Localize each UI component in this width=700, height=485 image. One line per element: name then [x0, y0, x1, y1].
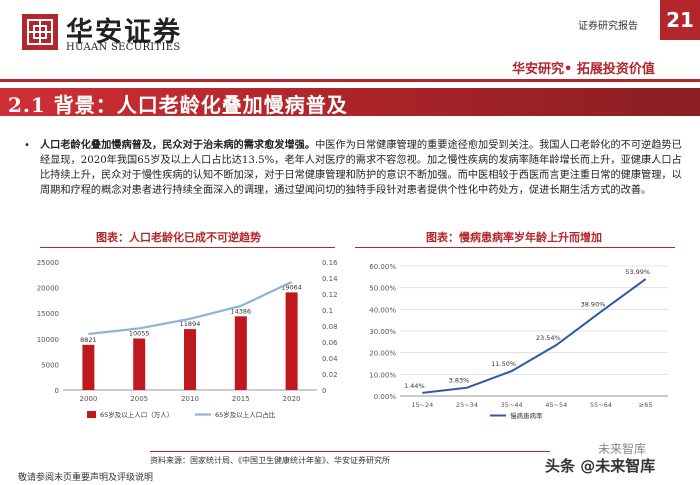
chart1-y-right-tick: 0: [322, 387, 326, 395]
page-number: 21: [660, 0, 700, 40]
chart1-y-right-tick: 0.08: [322, 323, 338, 331]
chart2-y-tick: 10.00%: [369, 371, 396, 379]
chart2-y-tick: 40.00%: [369, 306, 396, 314]
chart1-bar-label: 10055: [129, 330, 150, 338]
chart1-y-right-tick: 0.16: [322, 259, 338, 267]
chart2-point-label: 3.83%: [449, 377, 470, 385]
chart1-bar-label: 14386: [230, 307, 251, 315]
chart1-y-left-tick: 0: [55, 387, 59, 395]
chart2-x-tick: 35~44: [501, 401, 523, 409]
chart1-legend-line-label: 65岁及以上人口占比: [215, 410, 276, 419]
logo-emblem-icon: [27, 19, 53, 45]
chart2-x-tick: 55~64: [590, 401, 612, 409]
logo-emblem: [22, 14, 58, 50]
logo-english-name: HUAAN SECURITIES: [66, 42, 181, 53]
chart1-legend-bar-swatch: [87, 411, 96, 418]
chart1-ratio-line: [88, 281, 293, 336]
chart1-bar: [234, 316, 247, 390]
chart2-y-tick: 30.00%: [369, 328, 396, 336]
bullet-marker: •: [24, 140, 30, 151]
logo-chinese-name: 华安证券: [66, 17, 182, 48]
chart1-bar: [82, 344, 95, 390]
chart1-y-left-tick: 5000: [41, 361, 59, 369]
chart2-legend-label: 慢病患病率: [510, 411, 543, 420]
chart1-y-right-tick: 0.14: [322, 275, 338, 283]
chronic-disease-chart: 0.00% 10.00% 20.00% 30.00% 40.00% 50.00% 60.00…: [369, 263, 668, 420]
section-title-bar: [0, 88, 700, 116]
chart1-bar: [285, 292, 298, 390]
chart2-point-label: 11.50%: [491, 360, 516, 368]
chart2-title: 图表：慢病患病率岁年龄上升而增加: [426, 231, 602, 244]
chart1-bar: [133, 338, 146, 390]
chart1-y-right-tick: 0.04: [322, 355, 338, 363]
chart1-y-right-tick: 0.1: [322, 307, 333, 315]
chart1-x-tick: 2005: [130, 395, 148, 403]
disclaimer-text: 敬请参阅末页重要声明及评级说明: [18, 473, 154, 483]
chart1-y-right-tick: 0.02: [322, 371, 338, 379]
chart2-x-tick: 45~54: [545, 401, 567, 409]
chart2-x-tick: 25~34: [456, 401, 478, 409]
chart1-x-tick: 2000: [79, 395, 97, 403]
chart1-bar-label: 19064: [281, 283, 302, 291]
watermark-top: 未来智库: [598, 442, 647, 456]
chart2-y-tick: 0.00%: [374, 393, 397, 401]
chart2-point-label: 53.99%: [625, 268, 650, 276]
chart2-x-tick: ≥65: [639, 401, 653, 409]
chart1-legend-bar-label: 65岁及以上人口（万人）: [100, 410, 173, 419]
chart2-x-tick: 15~24: [411, 401, 433, 409]
chart2-point-label: 23.54%: [536, 334, 561, 342]
chart2-title-underline: [355, 247, 675, 248]
chart1-y-left-tick: 10000: [37, 336, 59, 344]
aging-population-chart: 0 5000 10000 15000 20000 25000 0 0.02 0.04 0.06 0.…: [37, 259, 338, 419]
chart2-point-label: 38.90%: [581, 301, 606, 309]
chart1-x-tick: 2020: [283, 395, 301, 403]
chart1-x-tick: 2010: [181, 395, 199, 403]
slogan: 华安研究• 拓展投资价值: [512, 62, 655, 77]
chart1-x-tick: 2015: [232, 395, 250, 403]
report-type-label: 证券研究报告: [578, 21, 638, 32]
header-divider: [0, 79, 700, 82]
chart1-y-right-tick: 0.12: [322, 291, 338, 299]
chart1-y-right-tick: 0.06: [322, 339, 338, 347]
source-divider: [150, 451, 550, 452]
chart1-title: 图表：人口老龄化已成不可逆趋势: [96, 231, 261, 244]
chart2-point-label: 1.44%: [404, 382, 425, 390]
chart1-title-underline: [40, 247, 335, 248]
source-note: 资料来源：国家统计局、《中国卫生健康统计年鉴》、华安证券研究所: [150, 456, 390, 465]
chart1-bar-label: 8821: [80, 336, 97, 344]
body-paragraph: 人口老龄化叠加慢病普及，民众对于治未病的需求愈发增强。中医作为日常健康管理的重要…: [40, 138, 685, 198]
chart1-bar-label: 11894: [180, 320, 201, 328]
chart2-line: [422, 278, 647, 394]
chart1-y-left-tick: 25000: [37, 259, 59, 267]
chart2-y-tick: 20.00%: [369, 350, 396, 358]
body-text: 中医作为日常健康管理的重要途径愈加受到关注。我国人口老龄化的不可逆趋势已经显现，…: [40, 140, 682, 196]
body-lead-text: 人口老龄化叠加慢病普及，民众对于治未病的需求愈发增强。: [40, 139, 316, 151]
chart1-bar: [184, 329, 196, 390]
watermark-bottom: 头条 @未来智库: [545, 457, 656, 475]
section-title: 2.1 背景：人口老龄化叠加慢病普及: [8, 93, 348, 117]
chart2-y-tick: 60.00%: [369, 263, 396, 271]
chart1-y-left-tick: 15000: [37, 310, 59, 318]
chart2-y-tick: 50.00%: [369, 285, 396, 293]
chart1-y-left-tick: 20000: [37, 285, 59, 293]
